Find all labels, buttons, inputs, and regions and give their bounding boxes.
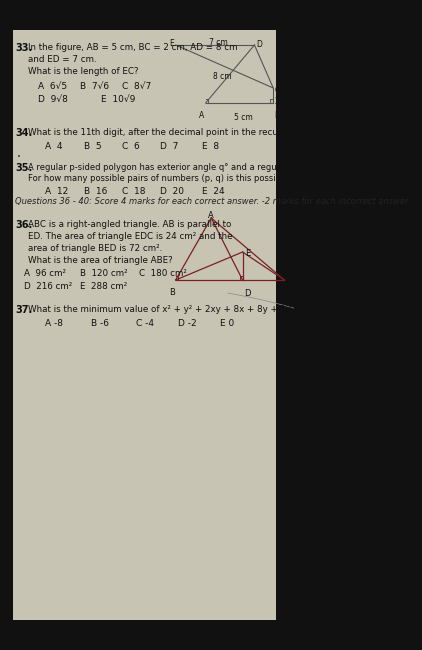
Text: A: A	[208, 211, 214, 220]
Text: ED. The area of triangle EDC is 24 cm² and the: ED. The area of triangle EDC is 24 cm² a…	[28, 232, 233, 241]
Text: 34.: 34.	[15, 128, 32, 138]
Text: Questions 36 - 40: Score 4 marks for each correct answer. -2 marks for each inco: Questions 36 - 40: Score 4 marks for eac…	[15, 197, 411, 206]
Text: D  9√8: D 9√8	[38, 95, 68, 104]
Text: What is the area of triangle ABE?: What is the area of triangle ABE?	[28, 256, 173, 265]
Text: E 0: E 0	[219, 319, 234, 328]
Text: A: A	[199, 111, 204, 120]
Text: For how many possible pairs of numbers (p, q) is this possible?: For how many possible pairs of numbers (…	[28, 174, 293, 183]
Text: C -4: C -4	[136, 319, 154, 328]
Text: What is the length of EC?: What is the length of EC?	[28, 67, 138, 76]
Text: D: D	[244, 289, 251, 298]
Text: E: E	[169, 39, 174, 48]
Text: B: B	[275, 111, 280, 120]
Text: A  96 cm²: A 96 cm²	[24, 269, 66, 278]
Text: 2 cm: 2 cm	[275, 98, 294, 107]
Text: A  4: A 4	[45, 142, 63, 151]
Text: D: D	[256, 40, 262, 49]
Text: 5 cm: 5 cm	[234, 113, 253, 122]
Text: E  288 cm²: E 288 cm²	[80, 282, 127, 291]
Text: 7 cm: 7 cm	[209, 38, 228, 47]
Text: What is the 11th digit, after the decimal point in the recurring decimal equival: What is the 11th digit, after the decima…	[28, 128, 422, 137]
Text: D -2: D -2	[178, 319, 196, 328]
Text: B -6: B -6	[91, 319, 108, 328]
Bar	[13, 30, 276, 620]
Text: C  18: C 18	[122, 187, 146, 196]
Text: D  20: D 20	[160, 187, 184, 196]
Text: E  24: E 24	[202, 187, 225, 196]
Text: 33.: 33.	[15, 43, 32, 53]
Text: B  16: B 16	[84, 187, 107, 196]
Text: A  12: A 12	[45, 187, 68, 196]
Text: D  216 cm²: D 216 cm²	[24, 282, 73, 291]
Text: and ED = 7 cm.: and ED = 7 cm.	[28, 55, 97, 64]
Text: C  180 cm²: C 180 cm²	[139, 269, 187, 278]
Text: E  10√9: E 10√9	[101, 95, 135, 104]
Text: 35.: 35.	[15, 163, 32, 173]
Text: B  5: B 5	[84, 142, 101, 151]
Text: ABC is a right-angled triangle. AB is parallel to: ABC is a right-angled triangle. AB is pa…	[28, 220, 231, 229]
Text: E  8: E 8	[202, 142, 219, 151]
Text: In the figure, AB = 5 cm, BC = 2 cm, AD = 8 cm: In the figure, AB = 5 cm, BC = 2 cm, AD …	[28, 43, 238, 52]
Text: D  7: D 7	[160, 142, 179, 151]
Text: C: C	[286, 288, 292, 297]
Text: B  120 cm²: B 120 cm²	[80, 269, 128, 278]
Text: C: C	[275, 86, 280, 95]
Text: B: B	[169, 288, 175, 297]
Text: C  6: C 6	[122, 142, 140, 151]
Text: A -8: A -8	[45, 319, 63, 328]
Text: 8 cm: 8 cm	[213, 72, 232, 81]
Text: A  6√5: A 6√5	[38, 82, 68, 91]
Text: 37.: 37.	[15, 305, 32, 315]
Text: 36.: 36.	[15, 220, 32, 230]
Text: area of triangle BED is 72 cm².: area of triangle BED is 72 cm².	[28, 244, 162, 253]
Text: B  7√6: B 7√6	[80, 82, 109, 91]
Text: E: E	[245, 249, 250, 258]
Text: A regular p-sided polygon has exterior angle q° and a regular q-sided polygon ha: A regular p-sided polygon has exterior a…	[28, 163, 422, 172]
Text: C  8√7: C 8√7	[122, 82, 151, 91]
Text: •: •	[17, 154, 22, 160]
Text: What is the minimum value of x² + y² + 2xy + 8x + 8y + 12 ?: What is the minimum value of x² + y² + 2…	[28, 305, 299, 314]
